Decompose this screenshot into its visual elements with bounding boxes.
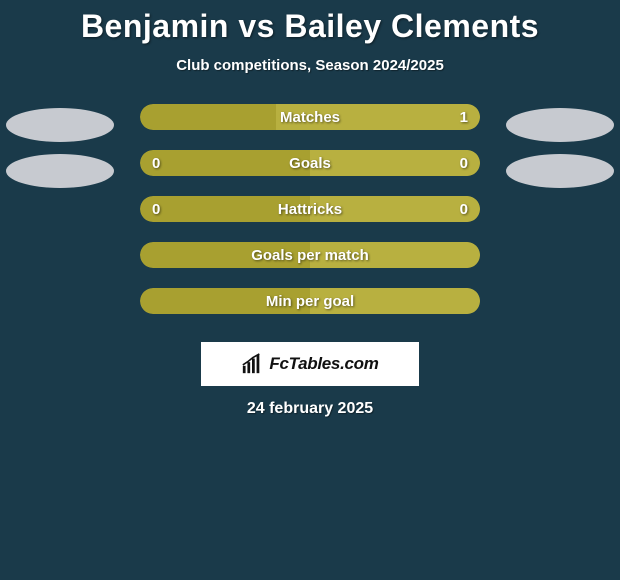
stat-row-goals: 0 Goals 0: [140, 150, 480, 176]
stat-row-min-per-goal: Min per goal: [140, 288, 480, 314]
stat-right-value: 0: [460, 201, 468, 218]
stat-right-value: 1: [460, 109, 468, 126]
player1-badge-bottom: [6, 154, 114, 188]
brand-box[interactable]: FcTables.com: [201, 342, 419, 386]
stat-label: Goals: [289, 155, 331, 172]
stat-bar-fill: [310, 150, 480, 176]
stat-row-matches: Matches 1: [140, 104, 480, 130]
chart-bars-icon: [241, 353, 263, 375]
subtitle: Club competitions, Season 2024/2025: [0, 57, 620, 74]
date-text: 24 february 2025: [0, 400, 620, 418]
brand-text: FcTables.com: [269, 354, 378, 374]
stats-area: Matches 1 0 Goals 0 0 Hattricks 0 Goals per matc…: [0, 104, 620, 314]
stat-label: Hattricks: [278, 201, 342, 218]
stat-label: Goals per match: [251, 247, 369, 264]
player2-name: Bailey Clements: [284, 8, 539, 44]
player2-badge-top: [506, 108, 614, 142]
stat-row-hattricks: 0 Hattricks 0: [140, 196, 480, 222]
stat-label: Min per goal: [266, 293, 354, 310]
player1-badge-top: [6, 108, 114, 142]
comparison-infographic: Benjamin vs Bailey Clements Club competi…: [0, 0, 620, 418]
vs-separator: vs: [238, 8, 275, 44]
stat-left-value: 0: [152, 155, 160, 172]
stat-row-goals-per-match: Goals per match: [140, 242, 480, 268]
stat-label: Matches: [280, 109, 340, 126]
player1-name: Benjamin: [81, 8, 229, 44]
title: Benjamin vs Bailey Clements: [0, 8, 620, 45]
player2-badge-bottom: [506, 154, 614, 188]
stat-right-value: 0: [460, 155, 468, 172]
stat-left-value: 0: [152, 201, 160, 218]
